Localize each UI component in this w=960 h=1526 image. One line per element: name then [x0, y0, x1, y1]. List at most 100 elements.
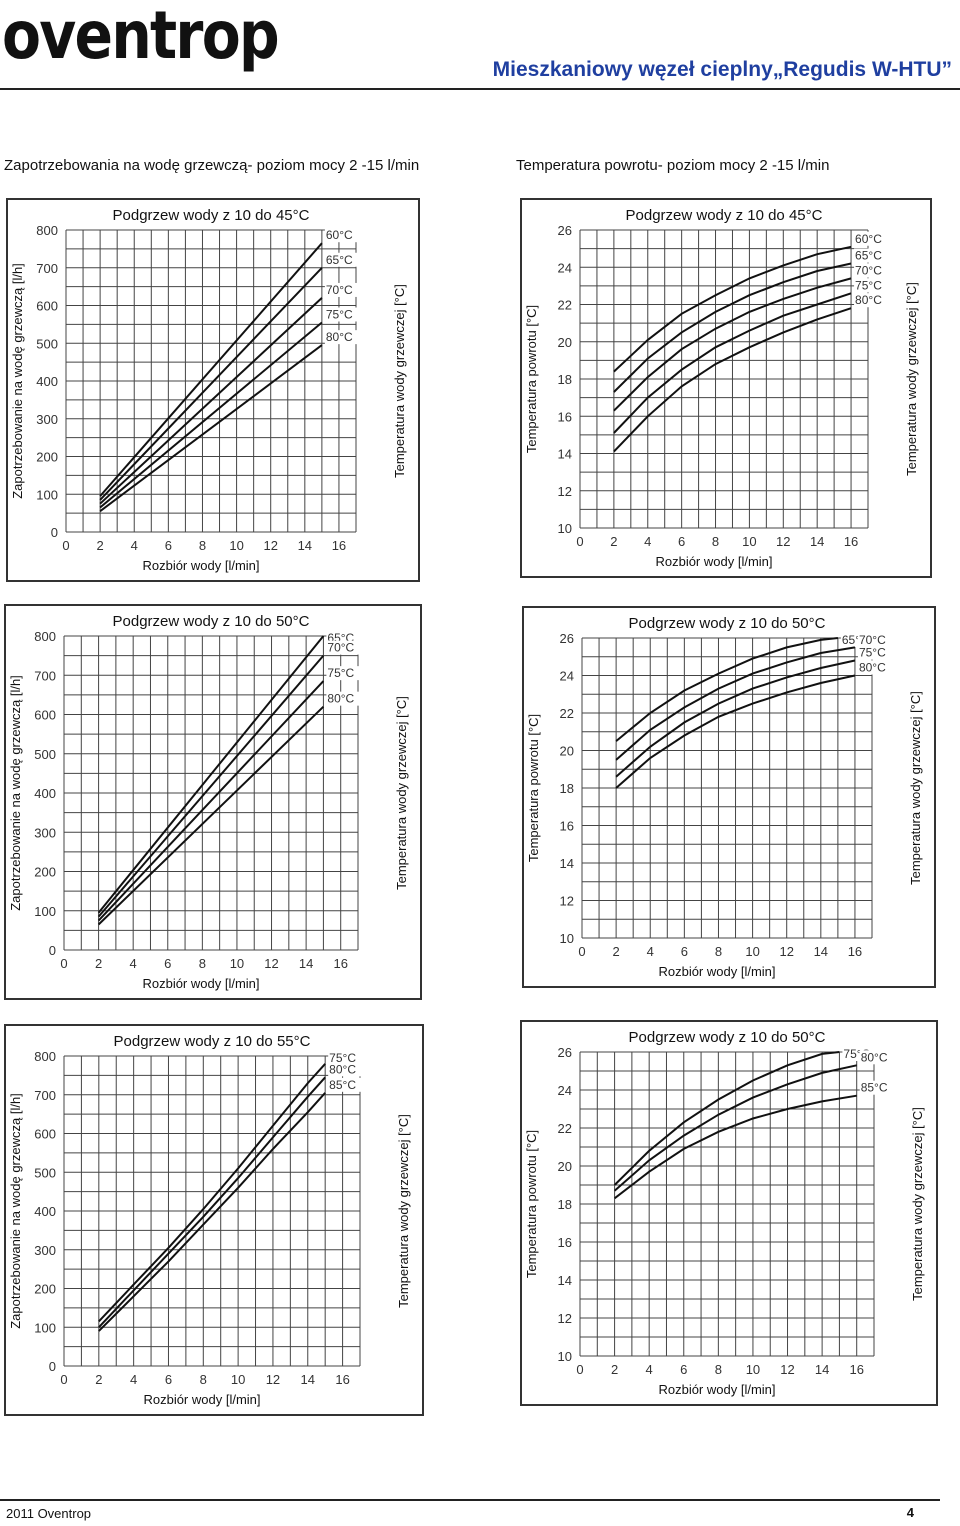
series-label: 80°C: [326, 330, 353, 344]
chart-title: Podgrzew wody z 10 do 50°C: [629, 1029, 826, 1046]
y-tick-label: 24: [558, 260, 572, 275]
right-section-title: Temperatura powrotu- poziom mocy 2 -15 l…: [516, 157, 830, 174]
x-tick-label: 6: [165, 538, 172, 553]
x-tick-label: 0: [576, 534, 583, 549]
chart-svg-demand-45: 0 2 4 6 8 10 12 14 16 0 100 200 300 400 500 600 700 800 60…: [10, 207, 407, 573]
x-tick-label: 4: [130, 956, 137, 971]
series-label: 75°C: [855, 278, 882, 292]
chart-return-50: 0 2 4 6 8 10 12 14 16 10 12 14 16 18 20 22 24 26 65°C 70°C 7…: [522, 606, 936, 988]
chart-return-45: 0 2 4 6 8 10 12 14 16 10 12 14 16 18 20 22 24 26 60°C 65°C 7…: [520, 198, 932, 578]
x-tick-label: 14: [814, 944, 828, 959]
x-tick-label: 10: [745, 944, 759, 959]
series-label-bg: [854, 278, 889, 293]
y-axis-label: Zapotrzebowanie na wodę grzewczą [l/h]: [8, 675, 23, 911]
series-label: 65°C: [326, 253, 353, 267]
series-label: 70°C: [855, 263, 882, 277]
y-tick-label: 300: [34, 1243, 56, 1258]
document-title: Mieszkaniowy węzeł cieplny„Regudis W-HTU…: [492, 58, 952, 81]
x-tick-label: 8: [715, 1362, 722, 1377]
series-line: [97, 635, 325, 914]
x-tick-label: 10: [742, 534, 756, 549]
series-label-bg: [857, 633, 892, 647]
x-axis-label: Rozbiór wody [l/min]: [655, 554, 772, 569]
grid: [63, 635, 359, 951]
x-tick-label: 12: [266, 1372, 280, 1387]
x-tick-label: 12: [264, 956, 278, 971]
series-line: [615, 646, 856, 761]
series-label-bg: [859, 1050, 894, 1065]
y-tick-label: 200: [34, 865, 56, 880]
y-tick-label: 26: [558, 1045, 572, 1060]
grid: [579, 1051, 875, 1357]
y-tick-label: 20: [558, 1159, 572, 1174]
series-label: 85°C: [861, 1081, 888, 1095]
series-line: [98, 1092, 326, 1332]
x-axis-label: Rozbiór wody [l/min]: [142, 558, 259, 573]
series-label: 60°C: [326, 228, 353, 242]
grid: [65, 229, 357, 533]
series-label: 75°C: [859, 646, 886, 660]
series-label-bg: [857, 645, 892, 660]
x-axis-label: Rozbiór wody [l/min]: [658, 964, 775, 979]
y-tick-label: 10: [558, 1349, 572, 1364]
y-tick-label: 16: [558, 409, 572, 424]
y-axis-label: Zapotrzebowanie na wodę grzewczą [l/h]: [8, 1093, 23, 1329]
x-tick-label: 8: [199, 538, 206, 553]
series-label: 80°C: [855, 293, 882, 307]
x-tick-label: 6: [680, 1362, 687, 1377]
y-tick-label: 800: [36, 223, 58, 238]
x-tick-label: 16: [335, 1372, 349, 1387]
series-label-bg: [328, 1077, 363, 1092]
x-tick-label: 16: [333, 956, 347, 971]
series-label: 75°C: [329, 1051, 356, 1065]
y-tick-label: 200: [34, 1282, 56, 1297]
series-label-bg: [324, 252, 359, 267]
x-tick-label: 0: [60, 1372, 67, 1387]
x-tick-label: 4: [644, 534, 651, 549]
series-label: 80°C: [329, 1062, 356, 1076]
series-line: [613, 1094, 857, 1200]
series-label-bg: [324, 307, 359, 322]
series-label: 70°C: [327, 641, 354, 655]
x-tick-label: 0: [578, 944, 585, 959]
series-line: [613, 1051, 840, 1186]
series-line: [97, 705, 325, 926]
y-tick-label: 100: [36, 487, 58, 502]
y-tick-label: 24: [558, 1083, 572, 1098]
x-tick-label: 10: [229, 538, 243, 553]
x-tick-label: 2: [613, 944, 620, 959]
y-tick-label: 12: [558, 1311, 572, 1326]
y-tick-label: 26: [558, 223, 572, 238]
x-tick-label: 4: [646, 1362, 653, 1377]
x-tick-label: 6: [681, 944, 688, 959]
y-tick-label: 500: [34, 1165, 56, 1180]
y-tick-label: 800: [34, 629, 56, 644]
y-tick-label: 16: [560, 819, 574, 834]
x-tick-label: 8: [199, 956, 206, 971]
series-label-bg: [859, 1080, 894, 1095]
series-label: 60°C: [855, 232, 882, 246]
chart-demand-45: 0 2 4 6 8 10 12 14 16 0 100 200 300 400 500 600 700 800 60…: [6, 198, 420, 582]
series-line: [613, 1064, 857, 1192]
series-line: [613, 277, 852, 412]
x-tick-label: 16: [332, 538, 346, 553]
grid: [579, 229, 869, 529]
y-tick-label: 14: [558, 447, 572, 462]
y-tick-label: 10: [558, 521, 572, 536]
x-tick-label: 14: [810, 534, 824, 549]
grid: [581, 637, 873, 939]
series-label: 75°C: [327, 666, 354, 680]
series-label-bg: [324, 330, 359, 345]
page-number: 4: [906, 1505, 914, 1520]
y-tick-label: 18: [558, 1197, 572, 1212]
series-label-bg: [326, 691, 361, 706]
oventrop-logo: oventrop: [2, 0, 280, 74]
y2-axis-label: Temperatura wody grzewczej [°C]: [904, 282, 919, 476]
chart-title: Podgrzew wody z 10 do 55°C: [114, 1033, 311, 1050]
x-tick-label: 16: [844, 534, 858, 549]
series-label: 80°C: [327, 692, 354, 706]
y-tick-label: 700: [34, 668, 56, 683]
series-label-bg: [854, 231, 889, 246]
chart-title: Podgrzew wody z 10 do 45°C: [626, 207, 823, 224]
